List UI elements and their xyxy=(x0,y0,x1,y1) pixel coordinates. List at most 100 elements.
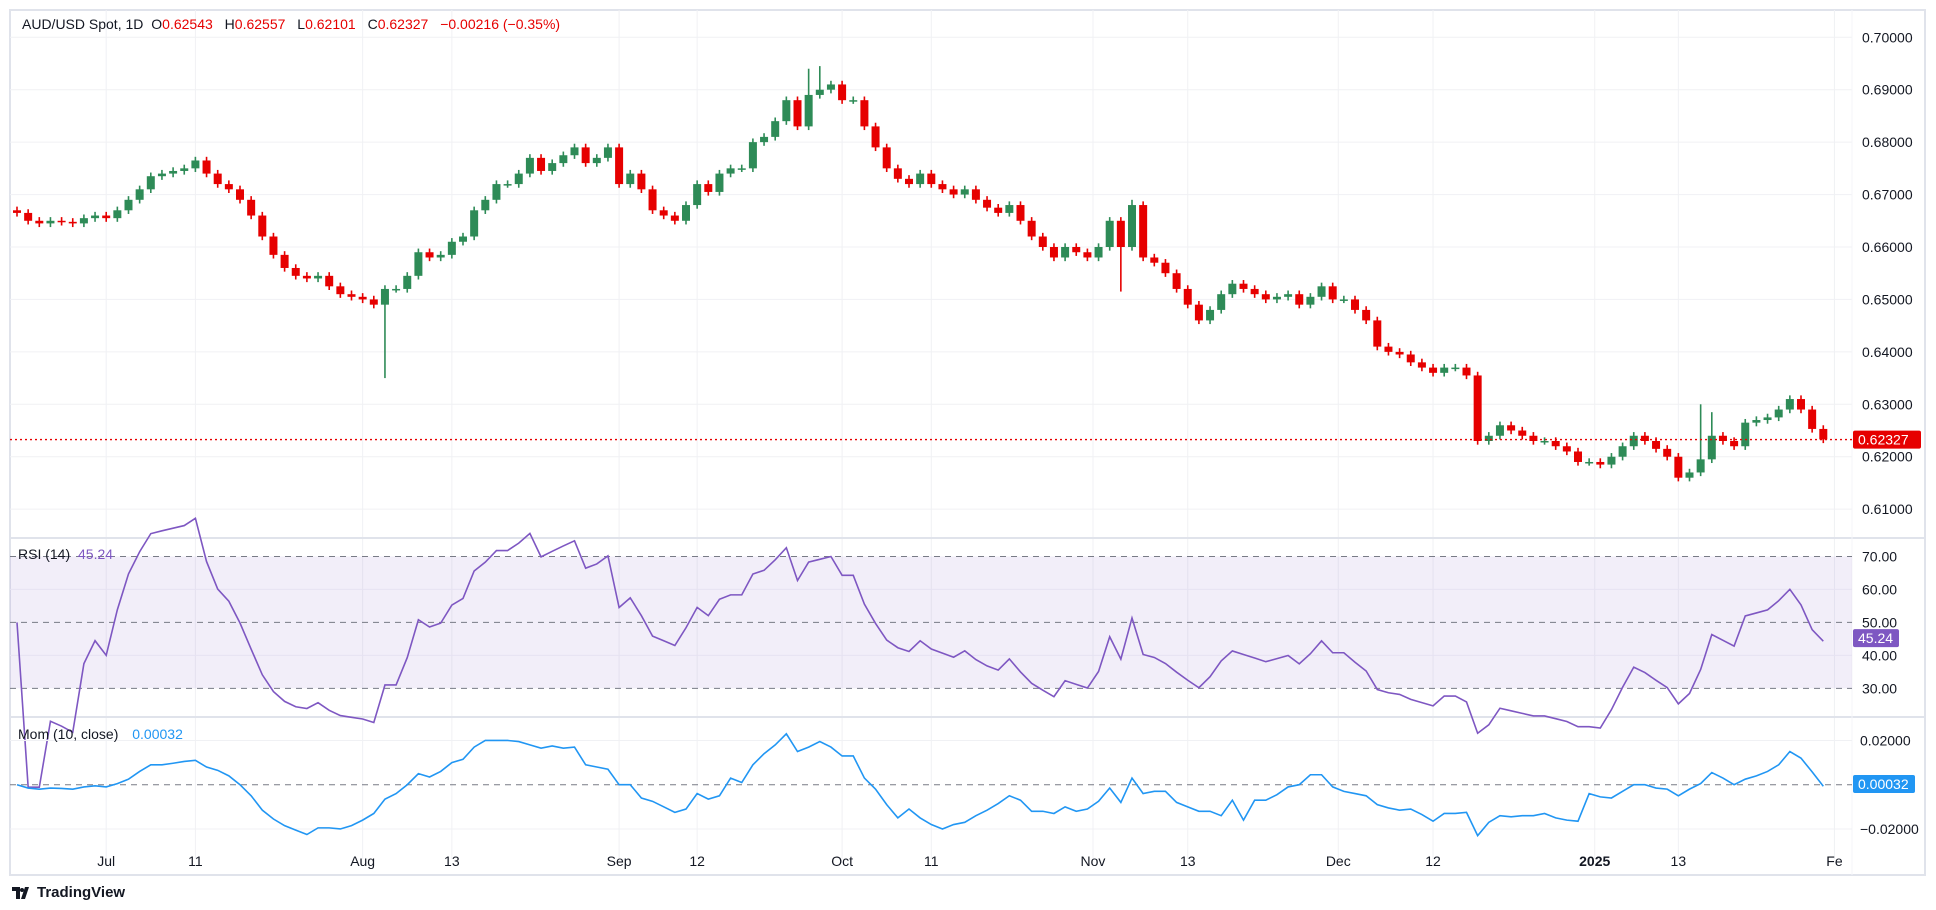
symbol-legend: AUD/USD Spot, 1D O0.62543 H0.62557 L0.62… xyxy=(22,16,564,32)
candle xyxy=(548,159,557,175)
candle xyxy=(425,248,434,262)
candle xyxy=(157,169,166,180)
candle-body xyxy=(1763,417,1772,421)
candle-body xyxy=(492,184,501,200)
candle-body xyxy=(291,267,300,276)
candle xyxy=(1016,201,1025,225)
candle xyxy=(1562,442,1571,456)
candle-body xyxy=(403,275,412,289)
candle xyxy=(849,96,858,104)
tradingview-logo[interactable]: TradingView xyxy=(12,884,125,901)
candle-body xyxy=(1707,435,1716,460)
rsi-tick-label: 40.00 xyxy=(1862,647,1897,663)
candle xyxy=(1741,418,1750,450)
candle-body xyxy=(1306,296,1315,305)
candle xyxy=(336,282,345,298)
candle-body xyxy=(1685,472,1694,478)
candle-body xyxy=(1406,354,1415,363)
price-tick-label: 0.61000 xyxy=(1862,501,1913,517)
mom-tick-label: −0.02000 xyxy=(1860,821,1919,837)
candle xyxy=(470,206,479,241)
candle-body xyxy=(1261,294,1270,300)
candle xyxy=(1730,437,1739,450)
candle-body xyxy=(1395,351,1404,355)
candle-body xyxy=(1284,294,1293,297)
candle-body xyxy=(682,205,690,221)
candle-body xyxy=(1083,252,1092,258)
candle-body xyxy=(1161,262,1170,274)
price-tick-label: 0.63000 xyxy=(1862,396,1913,412)
candle-body xyxy=(1518,430,1527,436)
candle-body xyxy=(704,184,713,192)
time-axis-label: Nov xyxy=(1081,853,1106,869)
candle-body xyxy=(648,189,657,211)
candle xyxy=(648,185,657,214)
candle-body xyxy=(893,168,902,179)
candle-body xyxy=(1819,428,1828,440)
candle xyxy=(570,143,579,159)
candle xyxy=(1763,413,1772,424)
candle xyxy=(492,180,501,204)
candle-body xyxy=(481,199,490,211)
mom-legend[interactable]: Mom (10, close) 0.00032 xyxy=(18,726,187,742)
candle xyxy=(291,264,300,280)
candle-body xyxy=(347,294,356,297)
candle-body xyxy=(760,136,769,143)
candle-body xyxy=(659,210,668,216)
rsi-tick-label: 70.00 xyxy=(1862,548,1897,564)
candle xyxy=(459,232,467,246)
price-tick-label: 0.65000 xyxy=(1862,291,1913,307)
candle-body xyxy=(1574,451,1582,462)
candle-body xyxy=(693,184,702,206)
candle-body xyxy=(1373,320,1382,347)
candle xyxy=(24,209,33,225)
candle xyxy=(927,169,936,188)
candle xyxy=(1406,350,1415,367)
candle-body xyxy=(1005,205,1014,213)
candle xyxy=(726,164,735,178)
candle xyxy=(1429,363,1438,377)
candle xyxy=(793,96,802,131)
rsi-value: 45.24 xyxy=(78,546,114,562)
candle-body xyxy=(1317,286,1326,297)
candle-body xyxy=(525,157,534,174)
candle-body xyxy=(871,126,880,148)
candle-body xyxy=(1495,425,1504,436)
candle-body xyxy=(269,236,278,255)
candle xyxy=(1518,426,1527,440)
candle-body xyxy=(603,147,612,158)
candle-body xyxy=(1027,220,1036,237)
mom-value-badge xyxy=(1853,775,1915,794)
candle xyxy=(1384,342,1393,356)
candle xyxy=(102,211,111,222)
close-value: 0.62327 xyxy=(377,16,429,32)
candle-body xyxy=(91,215,100,219)
rsi-tick-label: 60.00 xyxy=(1862,581,1897,597)
candle-body xyxy=(1607,456,1616,465)
last-price-badge xyxy=(1853,430,1921,449)
branding-text: TradingView xyxy=(37,884,126,901)
candle xyxy=(135,185,144,204)
candle-body xyxy=(124,199,133,211)
candle xyxy=(46,217,55,228)
candle-body xyxy=(1674,456,1683,478)
candle xyxy=(1395,348,1404,359)
candle xyxy=(1094,243,1103,262)
candle-body xyxy=(938,184,947,190)
candle xyxy=(1484,432,1493,445)
candle-body xyxy=(247,199,256,216)
candle xyxy=(1440,363,1449,377)
mom-tick-label: 0.02000 xyxy=(1860,732,1911,748)
candle xyxy=(525,154,534,178)
chart-frame xyxy=(9,9,1926,876)
candle-body xyxy=(1429,367,1438,373)
candle-body xyxy=(1473,375,1482,441)
candle xyxy=(1272,293,1281,304)
candle xyxy=(358,293,367,304)
candle-body xyxy=(1239,283,1248,289)
candle-body xyxy=(1540,440,1549,443)
candle xyxy=(514,169,523,188)
rsi-legend[interactable]: RSI (14) 45.24 xyxy=(18,546,117,562)
candle xyxy=(347,290,356,301)
